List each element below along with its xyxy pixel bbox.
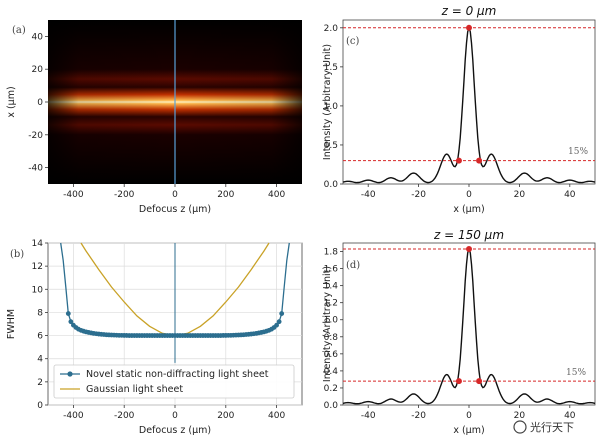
- heatmap-y-axis-label: x (μm): [6, 86, 17, 117]
- x-tick-label: 20: [514, 190, 526, 200]
- y-tick-label: 6: [37, 332, 43, 342]
- x-tick-label: 200: [217, 411, 234, 421]
- x-tick-label: 0: [172, 411, 178, 421]
- y-tick-label: 0.2: [324, 384, 338, 394]
- y-tick-label: 0: [37, 98, 43, 108]
- y-tick-label: 1.0: [324, 102, 339, 112]
- panel-label-a: (a): [12, 25, 26, 36]
- x-tick-label: -400: [63, 190, 84, 200]
- y-tick-label: 0.5: [324, 141, 338, 151]
- panel-c-intensity-plot: -40 -20 0 20 400.00.51.01.52.0 z = 0 μm (c) …: [322, 4, 596, 215]
- y-tick-label: 0.0: [324, 180, 339, 190]
- legend-box: [53, 364, 295, 399]
- data-point-novel: [68, 319, 74, 325]
- x-tick-label: 40: [564, 190, 576, 200]
- y-tick-label: 4: [37, 355, 43, 365]
- intensity-marker: [466, 24, 472, 31]
- intensity-marker: [466, 245, 472, 252]
- x-tick-label: -20: [411, 411, 426, 421]
- x-tick-label: -200: [114, 411, 135, 421]
- x-tick-label: -200: [114, 190, 135, 200]
- threshold-label-d: 15%: [566, 368, 586, 378]
- y-tick-label: 12: [32, 262, 43, 272]
- y-tick-label: 1.5: [324, 63, 338, 73]
- y-tick-label: 1.2: [324, 299, 338, 309]
- intensity-marker: [476, 378, 483, 385]
- y-tick-label: 8: [37, 308, 43, 318]
- y-tick-label: 20: [32, 65, 44, 75]
- x-tick-label: 40: [564, 411, 576, 421]
- y-tick-label: 0: [37, 401, 43, 411]
- legend-marker-novel: [67, 371, 73, 377]
- y-tick-label: 14: [32, 239, 44, 249]
- x-tick-label: 200: [217, 190, 234, 200]
- y-tick-label: -20: [28, 131, 43, 141]
- y-tick-label: 0.8: [324, 333, 339, 343]
- fwhm-y-axis-label: FWHM: [6, 309, 17, 339]
- data-point-novel: [65, 311, 71, 316]
- panel-label-b: (b): [10, 249, 24, 260]
- watermark-logo-icon: [513, 420, 527, 434]
- intensity-marker: [476, 157, 483, 164]
- legend-label-novel: Novel static non-diffracting light sheet: [86, 369, 269, 380]
- y-tick-label: 2: [37, 378, 43, 388]
- data-point-novel: [274, 322, 279, 328]
- y-tick-label: 0.0: [324, 401, 339, 411]
- y-tick-label: 0.6: [324, 350, 339, 360]
- x-tick-label: 400: [268, 411, 285, 421]
- plot-title-c: z = 0 μm: [441, 4, 497, 18]
- panel-label-d: (d): [346, 260, 360, 271]
- intensity-x-axis-label-d: x (μm): [453, 425, 484, 436]
- x-tick-label: -40: [361, 411, 376, 421]
- x-tick-label: 0: [466, 190, 472, 200]
- x-tick-label: -40: [361, 190, 376, 200]
- intensity-plot-area-c: [342, 19, 596, 185]
- x-tick-label: 0: [172, 190, 178, 200]
- x-tick-label: -400: [63, 411, 84, 421]
- x-tick-label: 20: [514, 411, 526, 421]
- intensity-y-axis-label-d: Intensity (Arbitrary Unit): [322, 266, 333, 382]
- intensity-marker: [455, 378, 462, 385]
- watermark: 光行天下: [513, 420, 574, 434]
- legend-label-gaussian: Gaussian light sheet: [86, 384, 183, 395]
- intensity-x-axis-label-c: x (μm): [453, 204, 484, 215]
- y-tick-label: -40: [28, 164, 43, 174]
- y-tick-label: 40: [32, 32, 44, 42]
- intensity-marker: [455, 157, 462, 164]
- y-tick-label: 1.0: [324, 316, 339, 326]
- y-tick-label: 1.4: [324, 282, 339, 292]
- y-tick-label: 1.6: [324, 265, 339, 275]
- y-tick-label: 2.0: [324, 24, 339, 34]
- x-tick-label: -20: [411, 190, 426, 200]
- y-tick-label: 0.4: [324, 367, 339, 377]
- panel-b-fwhm-plot: -400 -200 0 200 400 0 2 4 6 8 10 12 14 (b) FWHM Defo…: [6, 239, 303, 436]
- y-tick-label: 1.8: [324, 248, 339, 258]
- panel-d-intensity-plot: -40 -20 0 20 40 0.0 0.2 0.4 0.6 0.8 1.0 1.2 1.4 1.6 1.…: [322, 228, 596, 436]
- plot-title-d: z = 150 μm: [433, 228, 504, 242]
- data-point-novel: [279, 311, 285, 316]
- x-tick-label: 0: [466, 411, 472, 421]
- x-tick-label: 400: [268, 190, 285, 200]
- data-point-novel: [276, 319, 282, 325]
- heatmap-x-axis-label: Defocus z (μm): [139, 204, 211, 215]
- intensity-y-axis-label-c: Intensity (Arbitrary Unit): [322, 44, 333, 160]
- y-tick-label: 10: [32, 285, 44, 295]
- panel-label-c: (c): [346, 36, 360, 47]
- threshold-label-c: 15%: [568, 147, 588, 157]
- legend: Novel static non-diffracting light sheet…: [53, 364, 295, 399]
- watermark-text: 光行天下: [530, 420, 574, 434]
- fwhm-x-axis-label: Defocus z (μm): [139, 425, 211, 436]
